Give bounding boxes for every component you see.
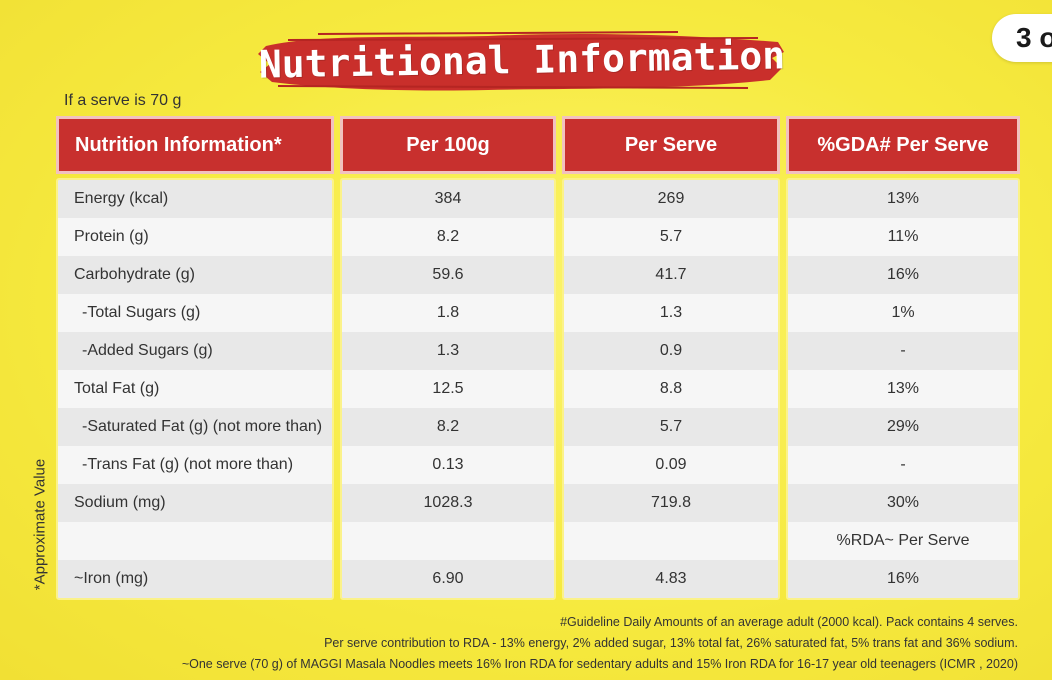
gda-value: %RDA~ Per Serve — [788, 522, 1018, 560]
gda-column: %GDA# Per Serve 13% 11% 16% 1% -13% 29% -30% %R… — [786, 116, 1020, 600]
per-serve-value: 269 — [564, 180, 778, 218]
nutrient-labels: Energy (kcal) Protein (g) Carbohydrate (g)… — [56, 178, 334, 600]
gda-value: 16% — [788, 256, 1018, 294]
per-serve-value: 41.7 — [564, 256, 778, 294]
per-serve-column: Per Serve 269 5.7 41.7 1.3 0.9 8.8 5.7 0.09 719.… — [562, 116, 780, 600]
per-100g-value: 1.3 — [342, 332, 554, 370]
nutrient-label: -Added Sugars (g) — [58, 332, 332, 370]
per-serve-value: 0.9 — [564, 332, 778, 370]
per-100g-value: 1028.3 — [342, 484, 554, 522]
gda-value: 13% — [788, 180, 1018, 218]
per-serve-value: 5.7 — [564, 408, 778, 446]
page-title: Nutritional Information — [258, 33, 786, 87]
per-100g-value — [342, 522, 554, 560]
nutrient-label: Total Fat (g) — [58, 370, 332, 408]
brush-stroke-banner — [258, 31, 784, 91]
gda-value: 11% — [788, 218, 1018, 256]
gda-value: - — [788, 332, 1018, 370]
gda-value: 16% — [788, 560, 1018, 598]
page-indicator: 3 of — [992, 14, 1052, 62]
nutrient-label: Energy (kcal) — [58, 180, 332, 218]
per-100g-column: Per 100g 384 8.2 59.6 1.8 1.3 12.5 8.2 0.13 1028… — [340, 116, 556, 600]
nutrient-label: ~Iron (mg) — [58, 560, 332, 598]
gda-value: 13% — [788, 370, 1018, 408]
nutrient-label: -Total Sugars (g) — [58, 294, 332, 332]
gda-value: 1% — [788, 294, 1018, 332]
nutrient-column: Nutrition Information* Energy (kcal) Prot… — [56, 116, 334, 600]
title-banner: Nutritional Information — [258, 28, 786, 96]
gda-values: 13% 11% 16% 1% -13% 29% -30% %RDA~ Per Serve 16% — [786, 178, 1020, 600]
nutrient-label: Protein (g) — [58, 218, 332, 256]
gda-value: 29% — [788, 408, 1018, 446]
per-100g-value: 0.13 — [342, 446, 554, 484]
per-100g-value: 8.2 — [342, 218, 554, 256]
per-serve-value: 0.09 — [564, 446, 778, 484]
header-per-serve: Per Serve — [562, 116, 780, 174]
footnote-gda: #Guideline Daily Amounts of an average a… — [560, 615, 1018, 629]
gda-value: 30% — [788, 484, 1018, 522]
footnotes: #Guideline Daily Amounts of an average a… — [182, 612, 1018, 675]
per-serve-value: 719.8 — [564, 484, 778, 522]
nutrient-label: -Trans Fat (g) (not more than) — [58, 446, 332, 484]
per-100g-value: 59.6 — [342, 256, 554, 294]
per-serve-value: 8.8 — [564, 370, 778, 408]
serve-note: If a serve is 70 g — [64, 92, 182, 109]
footnote-iron: ~One serve (70 g) of MAGGI Masala Noodle… — [181, 657, 1018, 671]
nutrient-label: -Saturated Fat (g) (not more than) — [58, 408, 332, 446]
header-gda-per-serve: %GDA# Per Serve — [786, 116, 1020, 174]
header-per-100g: Per 100g — [340, 116, 556, 174]
gda-value: - — [788, 446, 1018, 484]
per-100g-value: 8.2 — [342, 408, 554, 446]
nutrient-label — [58, 522, 332, 560]
per-100g-value: 12.5 — [342, 370, 554, 408]
nutrient-label: Carbohydrate (g) — [58, 256, 332, 294]
per-100g-values: 384 8.2 59.6 1.8 1.3 12.5 8.2 0.13 1028.3 6.90 — [340, 178, 556, 600]
per-100g-value: 384 — [342, 180, 554, 218]
per-100g-value: 1.8 — [342, 294, 554, 332]
per-serve-value — [564, 522, 778, 560]
per-serve-value: 5.7 — [564, 218, 778, 256]
per-serve-value: 1.3 — [564, 294, 778, 332]
approximate-value-label: *Approximate Value — [31, 458, 49, 591]
per-serve-values: 269 5.7 41.7 1.3 0.9 8.8 5.7 0.09 719.8 4.83 — [562, 178, 780, 600]
nutrient-label: Sodium (mg) — [58, 484, 332, 522]
footnote-rda-contribution: Per serve contribution to RDA - 13% ener… — [324, 636, 1018, 650]
per-100g-value: 6.90 — [342, 560, 554, 598]
header-nutrition-information: Nutrition Information* — [56, 116, 334, 174]
per-serve-value: 4.83 — [564, 560, 778, 598]
